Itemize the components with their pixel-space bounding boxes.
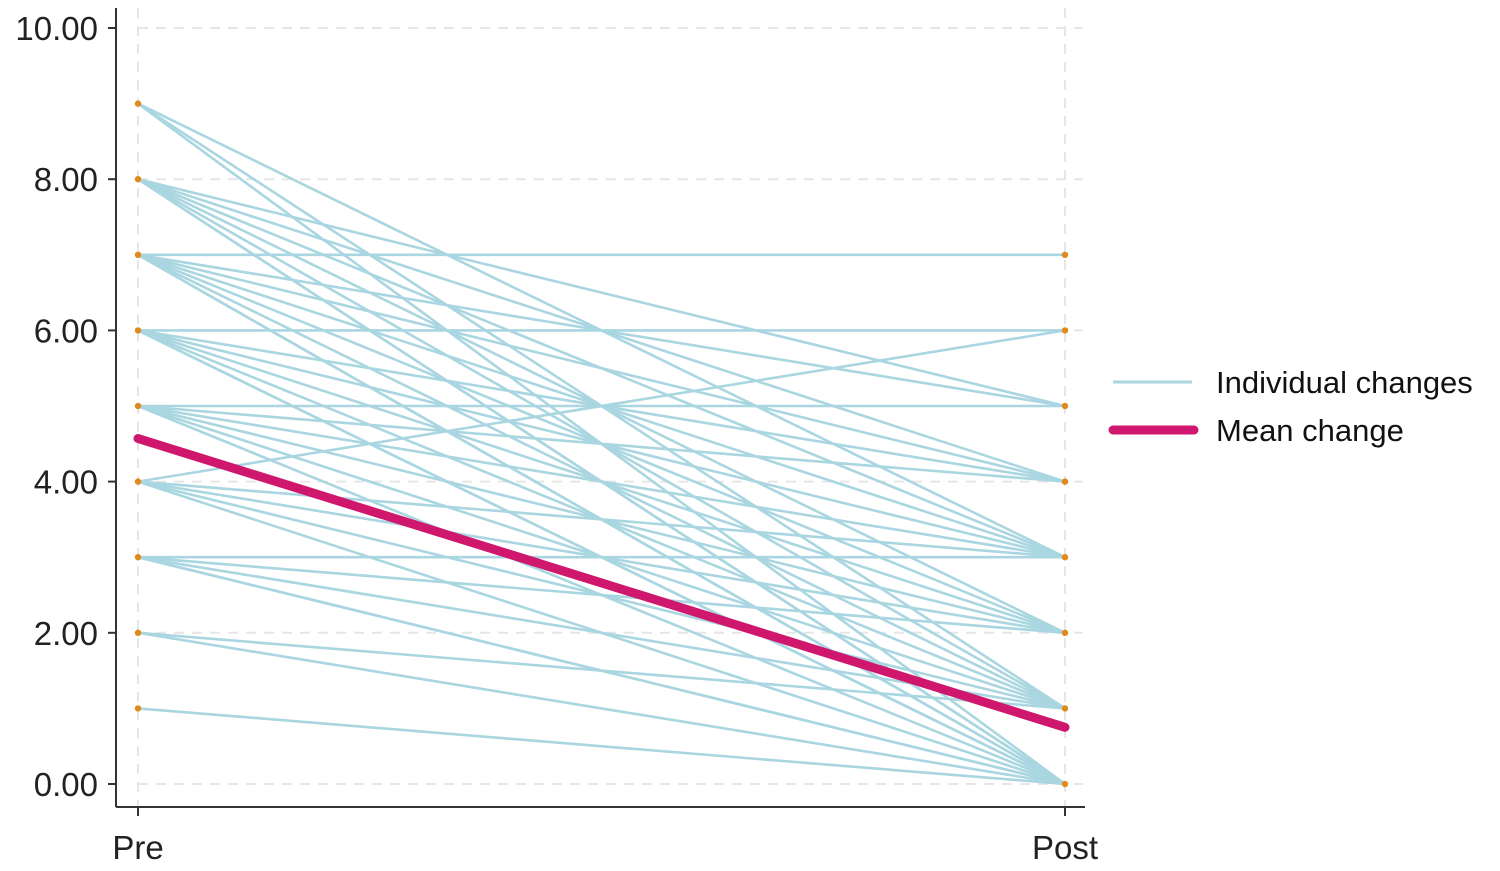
individual-change-line [137,404,1066,483]
data-point-marker [1061,705,1069,712]
y-tick-label: 4.00 [34,464,98,501]
legend-label-mean: Mean change [1216,413,1404,448]
data-point-marker [1061,402,1069,410]
individual-change-line [137,555,1066,635]
y-tick-label: 0.00 [34,766,98,803]
individual-change-line [137,631,1066,710]
x-tick-label: Post [1032,829,1098,866]
y-tick-label: 8.00 [34,161,98,198]
individual-change-line [137,707,1066,786]
data-point-marker [134,251,142,258]
data-point-marker [134,327,142,334]
data-point-marker [1061,780,1069,788]
markers [134,100,1069,788]
data-point-marker [134,478,142,485]
data-point-marker [134,100,142,107]
y-tick-label: 2.00 [34,615,98,652]
individual-change-line [137,329,1066,483]
data-point-marker [1061,478,1069,485]
y-ticks: 0.00 2.00 4.00 6.00 8.00 10.00 [15,10,116,803]
data-point-marker [1061,554,1069,561]
data-point-marker [1061,629,1069,636]
data-point-marker [1061,251,1069,258]
data-point-marker [134,554,142,561]
legend-label-individual: Individual changes [1216,365,1473,400]
data-point-marker [1061,327,1069,334]
data-point-marker [134,629,142,636]
x-ticks: Pre Post [112,807,1098,866]
individual-change-line [137,480,1066,559]
data-point-marker [134,176,142,183]
y-tick-label: 6.00 [34,312,98,349]
axes [115,8,1085,808]
legend: Individual changes Mean change [1108,365,1473,448]
individual-change-line [137,177,1066,408]
individual-change-line [137,253,1066,483]
individual-change-line [137,404,1066,559]
data-point-marker [134,705,142,712]
x-tick-label: Pre [112,829,163,866]
data-point-marker [134,402,142,410]
mean-change-line [133,434,1070,732]
mean-line-group [133,434,1070,732]
individual-lines [137,102,1066,786]
individual-change-line [137,631,1066,786]
y-tick-label: 10.00 [15,10,98,47]
